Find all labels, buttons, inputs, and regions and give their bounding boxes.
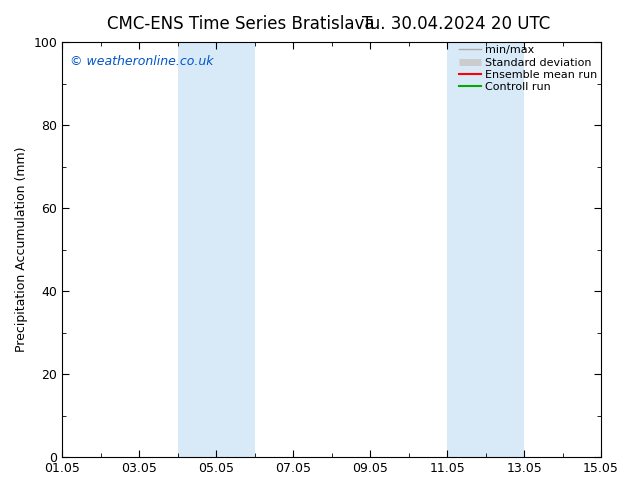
Bar — [447, 42, 524, 457]
Text: Tu. 30.04.2024 20 UTC: Tu. 30.04.2024 20 UTC — [363, 15, 550, 33]
Text: © weatheronline.co.uk: © weatheronline.co.uk — [70, 54, 214, 68]
Legend: min/max, Standard deviation, Ensemble mean run, Controll run: min/max, Standard deviation, Ensemble me… — [459, 46, 598, 92]
Y-axis label: Precipitation Accumulation (mm): Precipitation Accumulation (mm) — [15, 147, 28, 352]
Bar — [178, 42, 255, 457]
Text: CMC-ENS Time Series Bratislava: CMC-ENS Time Series Bratislava — [107, 15, 375, 33]
